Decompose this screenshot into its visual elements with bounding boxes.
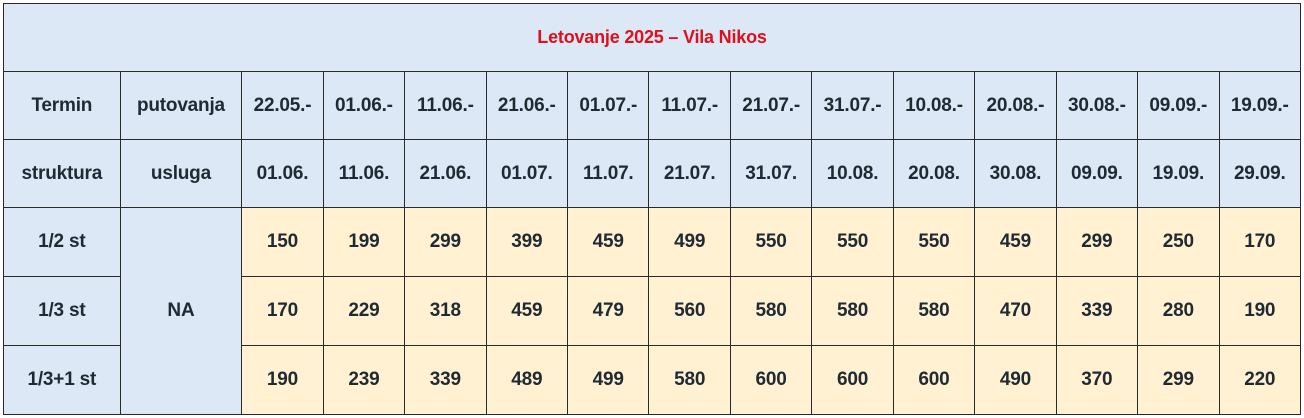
putovanja-label: putovanja [119,71,243,140]
price-cell: 560 [648,276,731,346]
price-cell: 479 [567,276,650,346]
price-cell: 550 [892,207,976,277]
period-start: 20.08.- [974,71,1057,140]
price-cell: 239 [322,345,406,415]
period-start: 21.06.- [485,71,569,140]
period-start: 21.07.- [729,71,813,140]
period-end: 29.09. [1218,139,1302,208]
table-row: 1/2 st NA 150 199 299 399 459 499 550 55… [3,207,1302,415]
price-cell: 580 [729,276,813,346]
period-start-row: Termin putovanja 22.05.- 01.06.- 11.06.-… [3,71,1302,140]
period-end: 30.08. [974,139,1057,208]
period-end: 31.07. [729,139,813,208]
period-start: 09.09.- [1137,71,1220,140]
period-end: 10.08. [811,139,894,208]
period-start: 22.05.- [241,71,324,140]
price-cell: 600 [729,345,813,415]
termin-label: Termin [3,71,121,140]
table-title: Letovanje 2025 – Vila Nikos [3,3,1301,72]
price-cell: 489 [485,345,569,415]
price-cell: 199 [322,207,406,277]
period-start: 11.06.- [404,71,487,140]
price-cell: 280 [1137,276,1220,346]
price-cell: 600 [811,345,894,415]
price-cell: 190 [1218,276,1302,346]
period-start: 10.08.- [892,71,976,140]
price-cell: 229 [322,276,406,346]
price-cell: 370 [1055,345,1139,415]
price-cell: 399 [485,207,569,277]
price-table: Letovanje 2025 – Vila Nikos Termin putov… [3,3,1302,415]
price-cell: 490 [974,345,1057,415]
period-end: 11.06. [322,139,406,208]
price-cell: 250 [1137,207,1220,277]
price-cell: 170 [241,276,324,346]
service-cell: NA [119,207,243,415]
period-end: 21.06. [404,139,487,208]
usluga-label: usluga [119,139,243,208]
price-cell: 459 [567,207,650,277]
period-start: 30.08.- [1055,71,1139,140]
period-start: 19.09.- [1218,71,1302,140]
price-cell: 499 [648,207,731,277]
price-cell: 600 [892,345,976,415]
table-row: 1/3+1 st 190 239 339 489 499 580 600 600… [3,345,1302,415]
price-cell: 339 [404,345,487,415]
price-cell: 580 [811,276,894,346]
price-cell: 459 [974,207,1057,277]
price-cell: 150 [241,207,324,277]
period-end: 20.08. [892,139,976,208]
period-end: 01.06. [241,139,324,208]
period-start: 01.06.- [322,71,406,140]
structure-label: 1/3 st [3,276,121,346]
period-end: 01.07. [485,139,569,208]
price-cell: 190 [241,345,324,415]
period-end: 11.07. [567,139,650,208]
structure-label: 1/2 st [3,207,121,277]
price-cell: 550 [729,207,813,277]
title-row: Letovanje 2025 – Vila Nikos [3,3,1301,72]
period-end: 09.09. [1055,139,1139,208]
price-cell: 299 [404,207,487,277]
price-cell: 318 [404,276,487,346]
period-end: 19.09. [1137,139,1220,208]
period-end-row: struktura usluga 01.06. 11.06. 21.06. 01… [3,139,1302,208]
struktura-label: struktura [3,139,121,208]
price-cell: 170 [1218,207,1302,277]
price-cell: 550 [811,207,894,277]
price-cell: 470 [974,276,1057,346]
period-start: 11.07.- [648,71,731,140]
price-cell: 580 [648,345,731,415]
price-cell: 339 [1055,276,1139,346]
price-cell: 459 [485,276,569,346]
period-start: 01.07.- [567,71,650,140]
price-cell: 499 [567,345,650,415]
price-cell: 299 [1055,207,1139,277]
period-end: 21.07. [648,139,731,208]
structure-label: 1/3+1 st [3,345,121,415]
price-cell: 299 [1137,345,1220,415]
period-start: 31.07.- [811,71,894,140]
table-row: 1/3 st 170 229 318 459 479 560 580 580 5… [3,276,1302,346]
price-cell: 220 [1218,345,1302,415]
price-cell: 580 [892,276,976,346]
